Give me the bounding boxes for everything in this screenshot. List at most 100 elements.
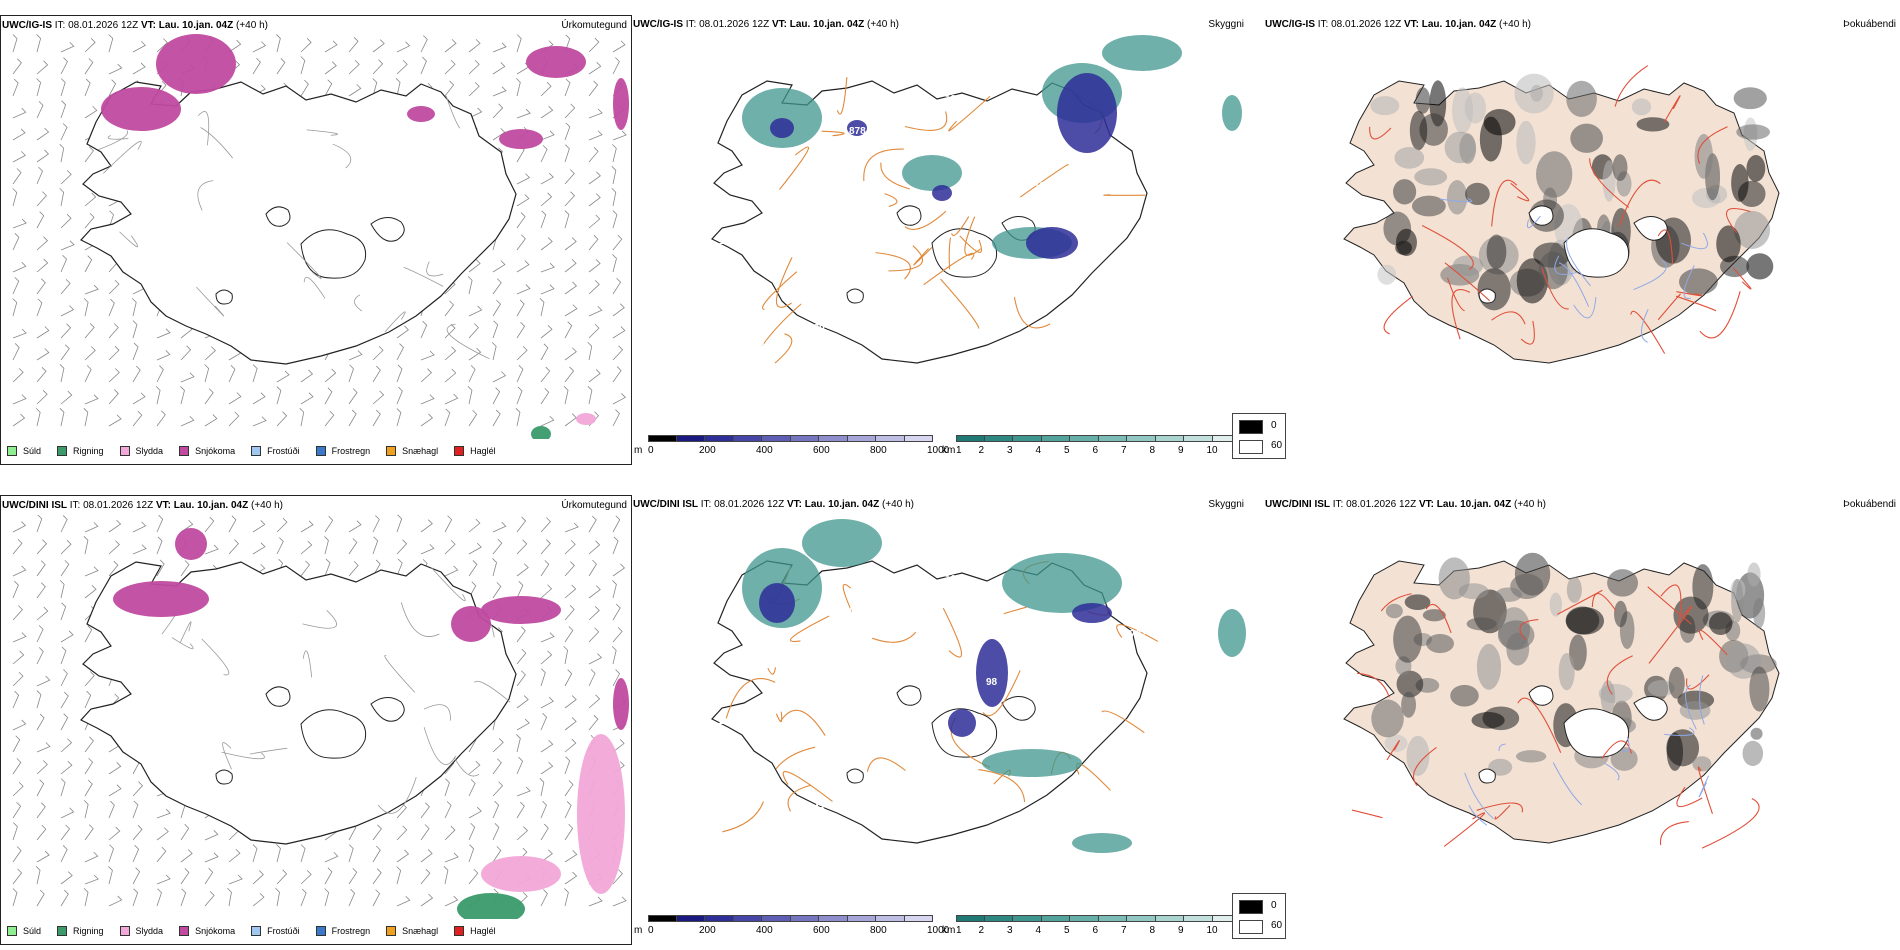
height-label: 943 [808,803,825,814]
colorbar-tick: 800 [870,445,887,456]
colorbar-segment [819,435,848,442]
colorbar-tick: 8 [1149,925,1156,936]
colorbar-segment [648,435,677,442]
colorbar-tick: 200 [699,925,716,936]
colorbar-segment [1184,435,1213,442]
height-label: 521 [993,558,1010,569]
height-label: 505 [1171,732,1188,743]
panel-header: UWC/DINI ISL IT: 08.01.2026 12Z VT: Lau.… [2,500,283,511]
fog-legend-light-swatch [1239,440,1263,454]
legend-swatch [119,926,130,936]
legend-swatch [251,446,262,456]
precip-map [12,34,629,439]
colorbar-segment [1041,915,1070,922]
legend-swatch [57,446,68,456]
roads [161,566,511,814]
colorbar-segment [1127,915,1156,922]
height-label: 581 [897,110,914,121]
colorbar-segment [762,435,791,442]
legend-swatch [179,926,190,936]
height-label: 697 [849,606,866,617]
height-label: 925 [1034,661,1051,672]
roads [761,77,1146,364]
legend-item: Frostregn [315,926,370,936]
legend-item: Snæhagl [386,446,438,456]
ceiling-areas [759,583,1112,737]
colorbar-tick: 2 [978,445,985,456]
panel-header: UWC/DINI ISL IT: 08.01.2026 12Z VT: Lau.… [633,499,914,510]
fog-legend: 0 60 [1232,893,1286,939]
colorbar-tick: 3 [1007,925,1013,936]
legend-swatch [315,926,326,936]
height-label: 98 [986,677,998,688]
colorbar-tick: 400 [756,925,773,936]
coastline [80,81,517,365]
colorbar-tick: 600 [813,925,830,936]
legend-item: Frostúði [251,926,300,936]
height-label: 197 [760,339,777,350]
rivers [1439,197,1708,343]
roads [1351,584,1760,849]
legend-item: Slydda [119,446,163,456]
fog-legend-dark-swatch [1239,900,1263,914]
height-label: 993 [712,55,729,66]
colorbar-segment [705,435,734,442]
visibility-colorbar: km 1 2 3 4 5 6 7 8 9 10 [942,915,1247,937]
ceiling-colorbar: m 0 200 400 600 800 1000 [634,915,949,937]
legend-item: Snæhagl [386,926,438,936]
colorbar-segment [676,435,705,442]
colorbar-segment [1098,915,1127,922]
colorbar-tick: 400 [756,445,773,456]
height-label: 456 [1082,165,1099,176]
height-label: 120 [808,323,825,334]
precip-legend: Súld Rigning Slydda Snjókoma Frostúði Fr… [7,446,512,456]
height-label: 1237 [1082,645,1105,656]
precip-legend: Súld Rigning Slydda Snjókoma Frostúði Fr… [7,926,512,936]
colorbar-tick: 10 [1206,925,1218,936]
colorbar-tick: 5 [1064,445,1070,456]
colorbar-tick: 4 [1035,445,1042,456]
colorbar-tick: 1000 [927,445,950,456]
panel-title: Úrkomutegund [561,500,627,511]
panel-header: UWC/IG-IS IT: 08.01.2026 12Z VT: Lau. 10… [633,19,899,30]
colorbar-segment [705,915,734,922]
legend-swatch [7,926,17,936]
colorbar-tick: 0 [648,445,654,456]
ceiling-areas [770,73,1117,259]
colorbar-segment [733,435,762,442]
colorbar-unit: km [942,445,956,456]
colorbar-tick: 9 [1178,445,1184,456]
colorbar-tick: 6 [1092,925,1099,936]
colorbar-segment [1041,435,1070,442]
legend-swatch [251,926,262,936]
colorbar-segment [904,435,933,442]
fog-map [1343,552,1780,849]
colorbar-segment [1013,915,1042,922]
colorbar-segment [1013,435,1042,442]
fog-index-areas [1371,552,1777,776]
colorbar-tick: 9 [1178,925,1184,936]
colorbar-segment [956,915,985,922]
legend-item: Rigning [57,926,104,936]
legend-swatch [454,446,465,456]
cloud-map: 993 878 806 964 197 581 184 112 120 131 456 150 151 [711,35,1242,364]
rivers [1464,675,1709,826]
legend-swatch [7,446,17,456]
height-label: 623 [856,787,873,798]
height-label: 241 [719,716,736,727]
colorbar-tick: 10 [1206,445,1218,456]
colorbar-tick: 1000 [927,925,950,936]
height-label: 184 [1034,181,1051,192]
height-label: 806 [986,197,1003,208]
roads [98,95,490,360]
height-labels: 920 697 98 597 829 122 925 505 943 105 1237 241 623 5… [712,535,1188,830]
legend-item: Frostregn [315,446,370,456]
colorbar-tick: 5 [1064,925,1070,936]
height-label: 878 [849,126,866,137]
panel-header: UWC/DINI ISL IT: 08.01.2026 12Z VT: Lau.… [1265,499,1546,510]
colorbar-unit: m [634,925,643,936]
fog-legend-dark-swatch [1239,420,1263,434]
precip-areas [113,528,629,919]
height-labels: 993 878 806 964 197 581 184 112 120 131 456 150 151 [712,55,1188,350]
panel-title: Skyggni [1208,499,1244,510]
